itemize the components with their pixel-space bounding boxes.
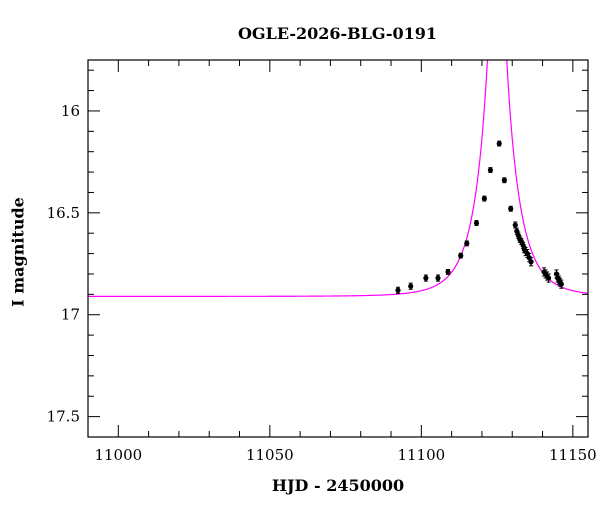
x-axis-label: HJD - 2450000: [271, 476, 405, 495]
data-point: [408, 282, 414, 290]
data-point: [445, 268, 451, 275]
plot-frame: [87, 59, 589, 438]
point-marker: [546, 275, 552, 281]
data-point: [512, 221, 518, 229]
point-marker: [508, 206, 514, 212]
data-points: [395, 140, 564, 294]
point-marker: [496, 140, 502, 147]
x-tick-label: 11000: [94, 446, 142, 464]
data-point: [546, 273, 552, 283]
point-marker: [423, 275, 429, 281]
data-point: [496, 140, 502, 147]
data-point: [558, 279, 564, 289]
x-tick-label: 11100: [397, 446, 445, 464]
data-point: [528, 257, 534, 267]
data-point: [464, 240, 470, 247]
point-marker: [528, 259, 534, 265]
data-point: [395, 286, 401, 294]
x-tick-label: 11150: [549, 446, 597, 464]
point-marker: [395, 287, 401, 293]
y-tick-label: 16: [61, 102, 80, 120]
point-marker: [435, 275, 441, 281]
data-point: [473, 220, 480, 226]
point-marker: [464, 240, 470, 247]
point-marker: [558, 281, 564, 287]
data-point: [481, 195, 487, 202]
model-curve: [88, 60, 588, 297]
chart-title: OGLE-2026-BLG-0191: [237, 24, 438, 43]
point-marker: [481, 195, 487, 202]
data-point: [508, 205, 514, 212]
point-marker: [512, 222, 518, 228]
data-point: [501, 177, 507, 184]
data-point: [487, 167, 494, 173]
y-tick-label: 17: [61, 306, 80, 324]
y-axis-label: I magnitude: [8, 197, 28, 307]
y-tick-label: 16.5: [47, 204, 80, 222]
x-tick-label: 11050: [246, 446, 294, 464]
data-point: [458, 252, 464, 259]
point-marker: [473, 220, 480, 226]
data-point: [435, 274, 441, 282]
axis-ticks: [87, 60, 588, 438]
point-marker: [487, 167, 494, 173]
point-marker: [458, 253, 464, 259]
y-tick-label: 17.5: [47, 408, 80, 426]
data-point: [423, 274, 429, 282]
point-marker: [408, 283, 414, 289]
tick-labels: 11000 11050 11100 11150 16 16.5 17 17.5: [47, 102, 597, 464]
point-marker: [501, 177, 507, 183]
point-marker: [445, 269, 451, 275]
